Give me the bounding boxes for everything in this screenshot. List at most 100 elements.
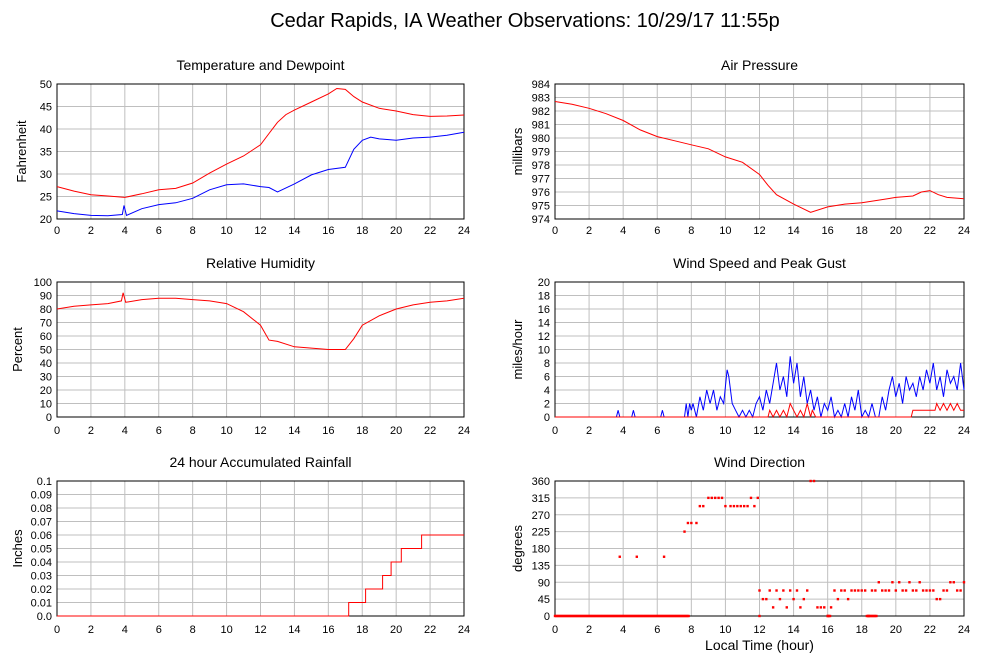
data-point [833, 589, 836, 592]
x-tick-label: 22 [924, 425, 936, 437]
data-point [846, 597, 850, 601]
chart-title: 24 hour Accumulated Rainfall [169, 454, 351, 470]
data-point [816, 606, 819, 609]
data-point [928, 589, 932, 592]
data-point [881, 589, 884, 592]
x-tick-label: 24 [458, 225, 470, 237]
x-tick-label: 18 [356, 425, 368, 437]
x-tick-label: 4 [620, 225, 626, 237]
data-point [736, 504, 739, 508]
data-point [911, 589, 915, 592]
data-point [843, 589, 846, 592]
data-point [915, 589, 918, 592]
y-tick-label: 50 [40, 79, 52, 91]
x-tick-label: 6 [156, 624, 162, 636]
x-tick-label: 24 [958, 425, 970, 437]
y-tick-label: 0.04 [31, 557, 52, 569]
x-tick-label: 12 [753, 225, 765, 237]
x-tick-label: 4 [122, 624, 128, 636]
y-tick-label: 975 [532, 201, 550, 213]
data-point [758, 589, 761, 592]
x-tick-label: 12 [254, 425, 266, 437]
x-tick-label: 0 [552, 225, 558, 237]
y-tick-label: 60 [40, 331, 52, 343]
y-tick-label: 0 [544, 611, 550, 623]
x-tick-label: 10 [220, 624, 232, 636]
y-axis-label: Inches [10, 529, 25, 568]
y-tick-label: 977 [532, 174, 550, 186]
data-point [894, 589, 898, 592]
x-tick-label: 16 [822, 624, 834, 636]
data-point [945, 589, 949, 592]
y-tick-label: 30 [40, 372, 52, 384]
data-point [904, 589, 908, 592]
data-point [850, 589, 853, 592]
x-tick-label: 0 [552, 425, 558, 437]
x-tick-label: 12 [753, 425, 765, 437]
y-tick-label: 0.06 [31, 530, 52, 542]
series-line [555, 402, 964, 419]
chart-panel-wind_speed: 0 2 4 6 8 10 12 14 16 18 20 22 2402468101214161820Wi… [510, 255, 970, 437]
x-tick-label: 8 [190, 425, 196, 437]
series-line [56, 131, 465, 217]
x-tick-label: 16 [322, 425, 334, 437]
x-tick-label: 14 [787, 225, 799, 237]
y-axis-label: Fahrenheit [14, 120, 29, 183]
y-tick-label: 40 [40, 358, 52, 370]
data-point [952, 581, 955, 584]
data-point [698, 504, 702, 508]
data-point [746, 504, 749, 508]
x-tick-label: 8 [190, 624, 196, 636]
data-point [836, 597, 840, 601]
data-point [782, 589, 785, 592]
data-point [662, 555, 666, 558]
y-tick-label: 974 [532, 214, 550, 226]
data-point [875, 614, 878, 618]
page-title: Cedar Rapids, IA Weather Observations: 1… [270, 10, 780, 32]
x-tick-label: 14 [288, 425, 300, 437]
y-tick-label: 983 [532, 93, 550, 105]
data-point [758, 614, 761, 618]
data-point [765, 597, 768, 601]
data-point [828, 614, 832, 618]
chart-panel-temp: 0 2 4 6 8 10 12 14 16 18 20 22 2420253035404550Tempe… [14, 57, 470, 237]
y-tick-label: 20 [40, 385, 52, 397]
data-point [918, 581, 921, 584]
x-tick-label: 8 [190, 225, 196, 237]
y-tick-label: 50 [40, 345, 52, 357]
x-tick-label: 0 [552, 624, 558, 636]
y-tick-label: 8 [544, 358, 550, 370]
data-point [812, 479, 816, 483]
x-tick-label: 22 [924, 225, 936, 237]
data-point [799, 606, 802, 609]
data-point [695, 521, 698, 525]
y-tick-label: 980 [532, 133, 550, 145]
data-point [853, 589, 857, 592]
y-tick-label: 360 [532, 476, 550, 488]
series-line [57, 534, 464, 617]
x-tick-label: 18 [356, 624, 368, 636]
y-tick-label: 90 [40, 291, 52, 303]
y-tick-label: 981 [532, 120, 550, 132]
y-tick-label: 80 [40, 304, 52, 316]
data-point [788, 589, 792, 592]
data-point [819, 606, 823, 609]
data-point [792, 597, 795, 601]
data-point [887, 589, 891, 592]
x-tick-label: 4 [620, 425, 626, 437]
data-point [806, 589, 809, 592]
data-point [702, 504, 705, 508]
data-point [877, 581, 880, 584]
y-tick-label: 10 [40, 399, 52, 411]
x-tick-label: 2 [88, 225, 94, 237]
x-tick-label: 0 [54, 225, 60, 237]
y-tick-label: 180 [532, 544, 550, 556]
data-point [683, 530, 686, 533]
y-tick-label: 0.08 [31, 503, 52, 515]
y-tick-label: 0.03 [31, 571, 52, 583]
data-point [778, 597, 782, 601]
data-point [749, 496, 753, 500]
y-tick-label: 40 [40, 124, 52, 136]
x-tick-label: 20 [890, 225, 902, 237]
